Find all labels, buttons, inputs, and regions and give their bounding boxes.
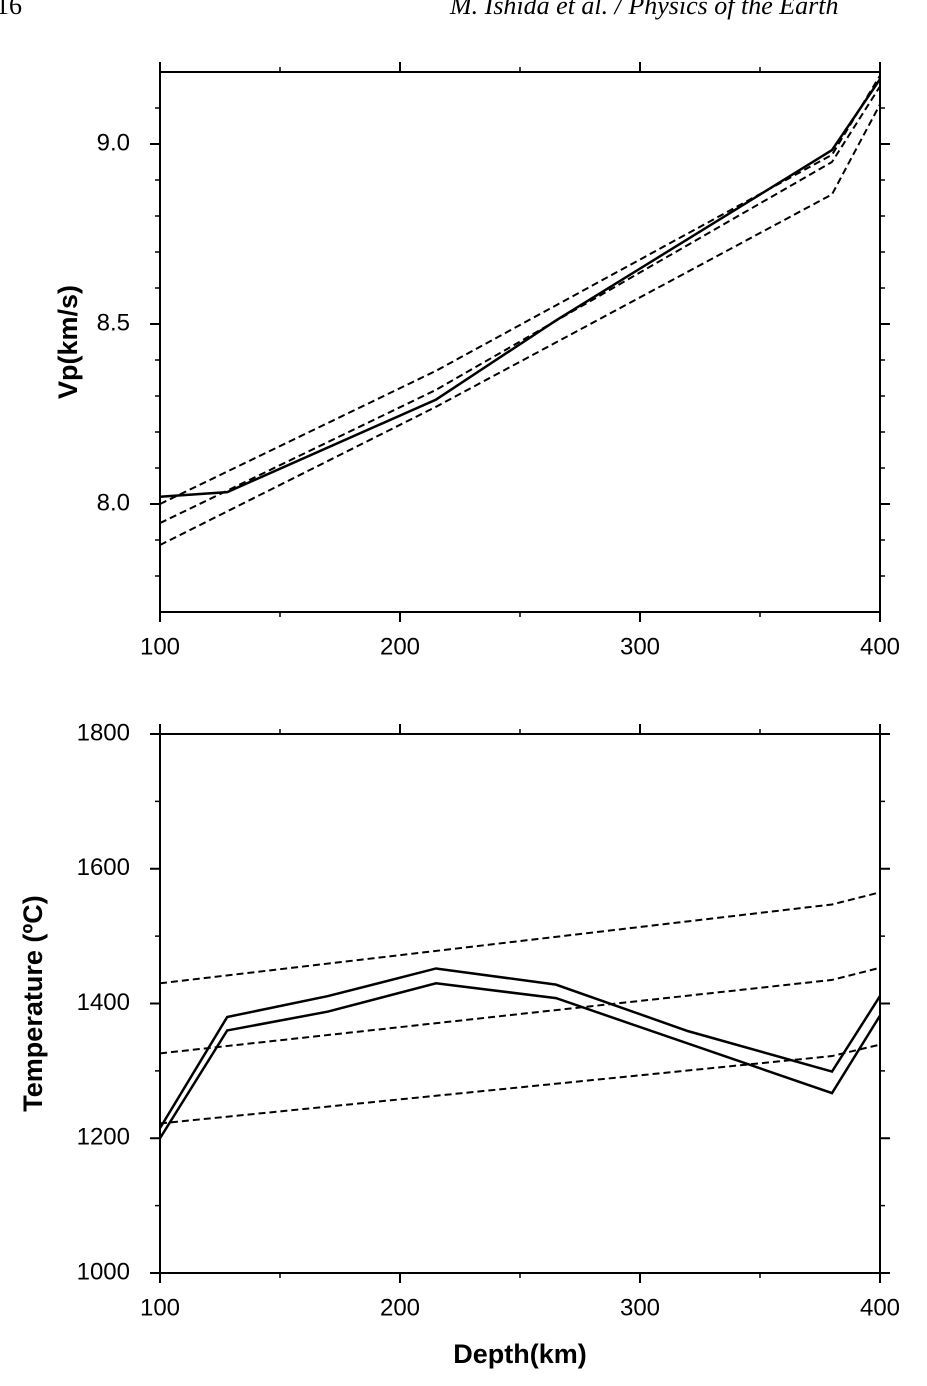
series-line xyxy=(158,982,882,1139)
x-tick-label: 100 xyxy=(140,633,180,660)
y-tick-label: 1400 xyxy=(77,989,130,1016)
y-tick-label: 1000 xyxy=(77,1258,130,1285)
y-tick-label: 1800 xyxy=(77,719,130,746)
x-axis-label: Depth(km) xyxy=(453,1339,587,1369)
y-tick-label: 9.0 xyxy=(97,129,130,156)
page-number: 16 xyxy=(0,0,22,20)
running-title: M. Ishida et al. / Physics of the Earth xyxy=(449,0,839,20)
x-tick-label: 100 xyxy=(140,1294,180,1321)
series-line xyxy=(159,78,882,499)
plot-frame xyxy=(159,733,881,1274)
series-line xyxy=(159,75,881,505)
x-tick-label: 200 xyxy=(380,1294,420,1321)
y-tick-label: 8.0 xyxy=(97,489,130,516)
plot-frame xyxy=(159,71,881,613)
series-line xyxy=(159,891,881,985)
y-axis-label: Temperature (ºC) xyxy=(18,895,48,1111)
series-line xyxy=(159,966,881,1055)
x-tick-label: 300 xyxy=(620,633,660,660)
series-line xyxy=(158,967,882,1129)
series-line xyxy=(159,85,881,524)
x-tick-label: 200 xyxy=(380,633,420,660)
y-tick-label: 1600 xyxy=(77,854,130,881)
y-tick-label: 8.5 xyxy=(97,309,130,336)
x-tick-label: 400 xyxy=(860,633,900,660)
y-tick-label: 1200 xyxy=(77,1124,130,1151)
x-tick-label: 400 xyxy=(860,1294,900,1321)
series-line xyxy=(159,103,881,546)
y-axis-label: Vp(km/s) xyxy=(53,285,83,399)
x-tick-label: 300 xyxy=(620,1294,660,1321)
series-line xyxy=(159,1043,881,1125)
